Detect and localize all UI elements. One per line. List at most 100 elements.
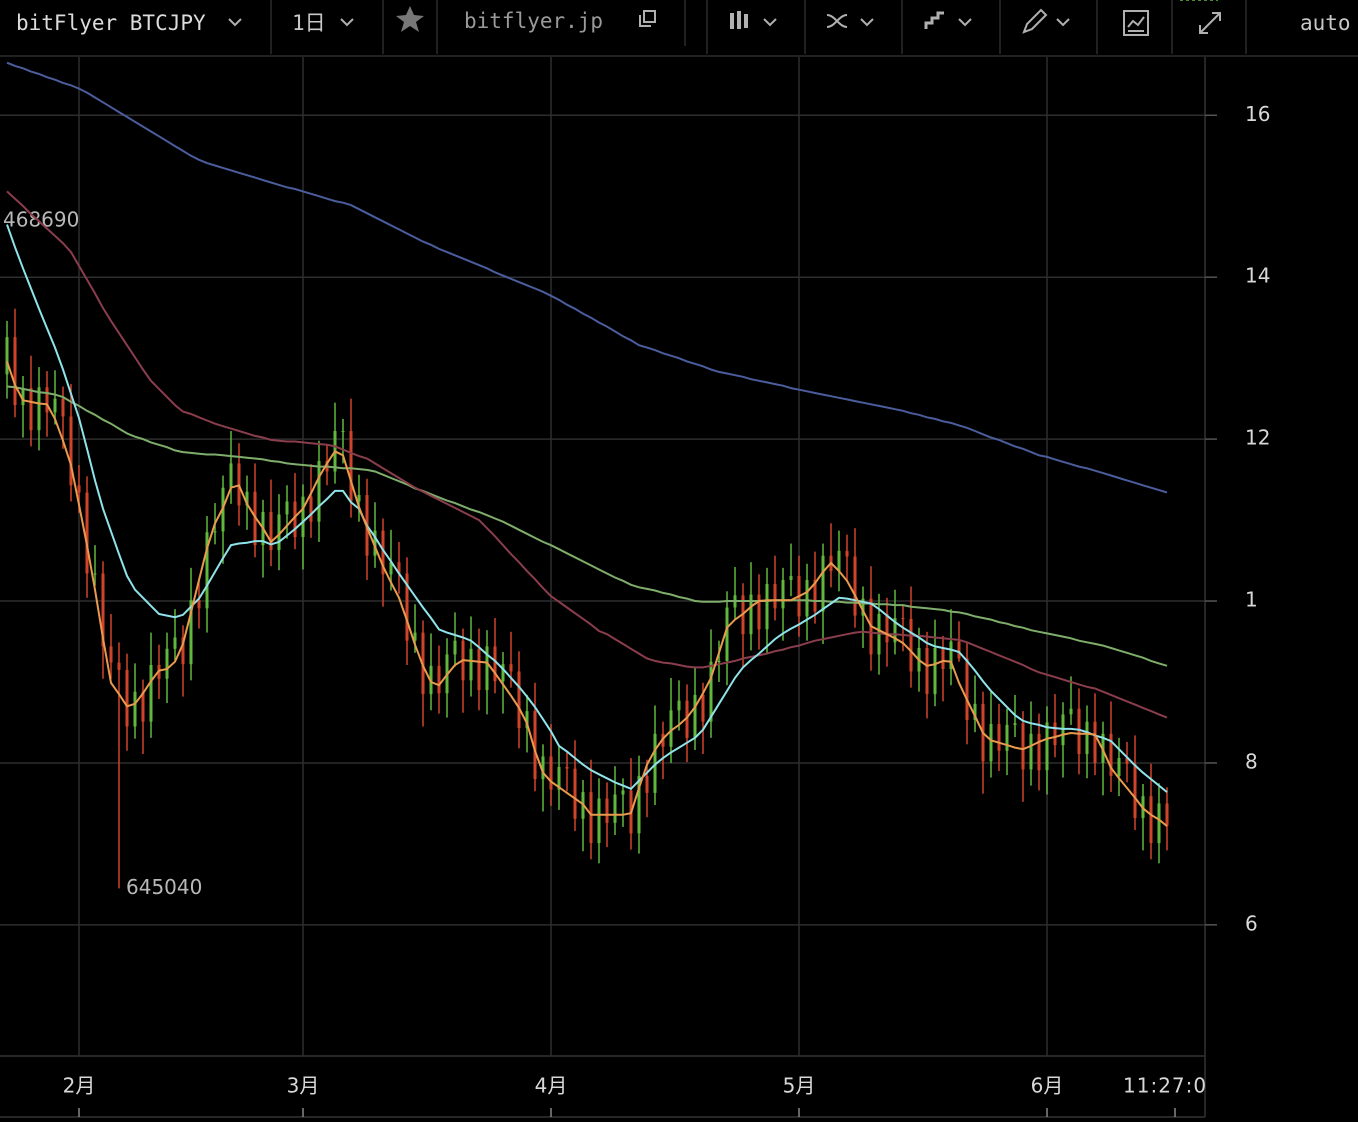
chevron [340, 18, 354, 27]
candle-body [245, 491, 249, 506]
candle-body [477, 648, 481, 691]
low-annotation: 645040 [126, 875, 202, 899]
drawing-button[interactable] [1022, 8, 1070, 34]
candle-body [973, 703, 977, 721]
source-link[interactable]: bitflyer.jp [464, 9, 603, 33]
candle-body [925, 647, 929, 695]
candle-body [309, 496, 313, 522]
candle-body [1021, 723, 1025, 770]
candle-body [837, 550, 841, 572]
candle-body [229, 463, 233, 488]
candle-body [173, 637, 177, 649]
candle-body [109, 646, 113, 663]
grid [0, 57, 1205, 1056]
candle-body [373, 530, 377, 556]
candle-body [893, 618, 897, 643]
candle-body [1037, 733, 1041, 771]
candle-type-button[interactable] [730, 11, 777, 29]
candle-body [1085, 721, 1089, 755]
candle-body [469, 648, 473, 681]
scale-mode-button[interactable]: auto [1300, 11, 1351, 35]
line-style-button[interactable] [924, 11, 972, 29]
y-tick-label: 12 [1245, 426, 1270, 450]
candle-body [557, 766, 561, 790]
candle-body [605, 798, 609, 823]
candle-body [821, 555, 825, 612]
candle-body [341, 431, 345, 433]
y-tick-label: 14 [1245, 264, 1270, 288]
candle-body [165, 648, 169, 679]
candle-body [1125, 758, 1129, 764]
candle-body [621, 790, 625, 795]
y-tick-label: 16 [1245, 102, 1270, 126]
toolbar-bg [0, 0, 1358, 56]
ma-line [6, 224, 1168, 793]
copy-icon [643, 10, 656, 23]
candle-body [301, 496, 305, 538]
candle-body [29, 388, 33, 431]
fullscreen-button[interactable] [1199, 12, 1221, 34]
favorite-star[interactable] [396, 6, 424, 32]
candle-body [13, 337, 17, 406]
candle-body [1093, 721, 1097, 763]
candle-body [437, 665, 441, 694]
chart-settings-button[interactable] [1123, 10, 1149, 36]
candle-body [485, 646, 489, 691]
y-tick-label: 1 [1245, 588, 1258, 612]
pen-icon [1022, 8, 1048, 34]
candle-body [909, 618, 913, 672]
chevron [1056, 18, 1070, 27]
y-tick-label: 6 [1245, 911, 1258, 935]
candle-body [181, 637, 185, 665]
chart-icon [1123, 10, 1149, 36]
candle-body [85, 492, 89, 574]
candle-body [717, 660, 721, 662]
candle-body [45, 387, 49, 413]
candle-body [565, 766, 569, 769]
chart-icon [1127, 16, 1145, 32]
candle-body [381, 530, 385, 575]
candle-body [357, 494, 361, 502]
candle-body [845, 550, 849, 557]
candle-body [933, 647, 937, 695]
candle-body [1005, 724, 1009, 751]
candle-body [805, 579, 809, 617]
candle-body [757, 594, 761, 630]
candle-body [53, 398, 57, 413]
candle-body [61, 398, 65, 417]
indicator-button[interactable] [826, 14, 874, 28]
candle-body [197, 600, 201, 609]
candle-body [941, 647, 945, 670]
x-tick-label: 4月 [535, 1074, 568, 1098]
candle-body [405, 573, 409, 641]
candle-body [573, 768, 577, 819]
candle-body [773, 584, 777, 609]
symbol-button[interactable]: bitFlyer BTCJPY [16, 11, 206, 35]
x-tick-label: 5月 [783, 1074, 816, 1098]
candle-body [861, 598, 865, 616]
candle-body [965, 658, 969, 721]
candle-body [389, 562, 393, 575]
candle-body [1165, 803, 1169, 826]
candle-body [693, 694, 697, 738]
time-label: 11:27:0 [1123, 1074, 1207, 1098]
indicator-icon [826, 14, 848, 28]
candle-body [77, 485, 81, 493]
candle-body [1133, 763, 1137, 818]
candle-body [549, 756, 553, 790]
ma-line [6, 385, 1168, 667]
candle-body [685, 700, 689, 738]
x-tick-label: 6月 [1031, 1074, 1064, 1098]
candle-body [509, 664, 513, 672]
candle-body [645, 775, 649, 793]
chevron [860, 18, 874, 27]
candle-body [701, 694, 705, 722]
interval-button[interactable]: 1日 [292, 11, 326, 35]
candle-body [709, 661, 713, 722]
fullscreen-icon [1199, 12, 1221, 34]
candle-body [813, 579, 817, 612]
candle-body [997, 724, 1001, 751]
copy-icon [639, 15, 651, 27]
